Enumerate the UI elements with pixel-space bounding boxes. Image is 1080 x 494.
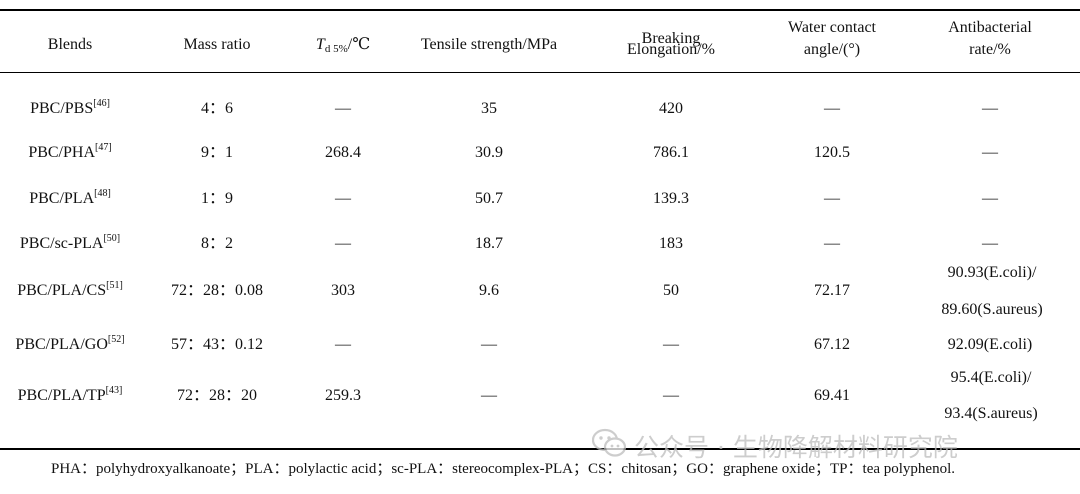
- blend-ref: [51]: [106, 280, 123, 291]
- tensile-cell: 50.7: [475, 190, 503, 207]
- antibacterial-cell: —: [982, 144, 998, 161]
- mass-ratio-cell: 4：6: [200, 100, 234, 117]
- td-cell: —: [335, 235, 351, 252]
- blend-ref: [48]: [94, 188, 111, 199]
- tensile-cell: 9.6: [479, 282, 499, 299]
- mass-ratio-cell: 72：28：20: [176, 387, 258, 404]
- antibacterial-cell: 93.4(S.aureus): [944, 405, 1038, 422]
- mass-ratio-cell: 9：1: [200, 144, 234, 161]
- table-row: PBC/PBS[46]: [30, 98, 110, 120]
- blend-ref: [47]: [95, 142, 112, 153]
- water-angle-cell: —: [824, 235, 840, 252]
- water-angle-cell: —: [824, 190, 840, 207]
- mass-ratio-cell: 1：9: [200, 190, 234, 207]
- td-cell: —: [335, 190, 351, 207]
- blend-ref: [52]: [107, 334, 125, 345]
- water-angle-cell: —: [824, 100, 840, 117]
- header-water-2: angle/(°): [803, 41, 861, 58]
- blend-name: PBC/PLA/GO: [15, 336, 108, 353]
- table-row: PBC/PHA[47]: [28, 142, 111, 164]
- blend-name: PBC/PLA: [29, 190, 95, 207]
- header-mass-ratio: Mass ratio: [183, 36, 251, 53]
- antibacterial-cell: —: [982, 235, 998, 252]
- blend-name: PBC/PBS: [30, 100, 94, 117]
- footnote: PHA：polyhydroxyalkanoate；PLA：polylactic …: [51, 461, 956, 477]
- blend-name: PBC/PHA: [28, 144, 96, 161]
- antibacterial-cell: 95.4(E.coli)/: [950, 369, 1032, 386]
- antibacterial-cell: 92.09(E.coli): [947, 336, 1033, 353]
- elongation-cell: 50: [663, 282, 679, 299]
- header-breaking-1: Breaking: [641, 30, 701, 47]
- water-angle-cell: 120.5: [814, 144, 850, 161]
- header-antibacterial-1: Antibacterial: [948, 19, 1032, 36]
- table-row: PBC/PLA/GO[52]: [15, 334, 124, 356]
- td-cell: 268.4: [325, 144, 361, 161]
- table-row: PBC/PLA[48]: [29, 188, 111, 210]
- table-row: PBC/sc-PLA[50]: [20, 233, 120, 255]
- header-td-symbol: T: [315, 36, 325, 53]
- header-td: Td 5%/℃: [316, 34, 370, 56]
- td-cell: 303: [331, 282, 355, 299]
- header-water-1: Water contact: [788, 19, 876, 36]
- table-header-rule: [0, 72, 1080, 73]
- blend-name: PBC/sc-PLA: [19, 235, 104, 252]
- watermark: 公众号 · 生物降解材料研究院: [591, 428, 958, 464]
- header-breaking-2: Elongation/%: [627, 41, 715, 58]
- water-angle-cell: 72.17: [814, 282, 850, 299]
- header-td-sub: d 5%: [324, 43, 348, 55]
- mass-ratio-cell: 8：2: [200, 235, 234, 252]
- water-angle-cell: 69.41: [814, 387, 850, 404]
- header-tensile: Tensile strength/MPa: [420, 36, 558, 53]
- mass-ratio-cell: 57：43：0.12: [170, 336, 264, 353]
- wechat-icon: [591, 428, 627, 464]
- antibacterial-cell: 90.93(E.coli)/: [947, 264, 1037, 281]
- water-angle-cell: 67.12: [814, 336, 850, 353]
- blend-ref: [50]: [103, 233, 121, 244]
- tensile-cell: 30.9: [475, 144, 503, 161]
- tensile-cell: —: [481, 336, 497, 353]
- mass-ratio-cell: 72：28：0.08: [170, 282, 264, 299]
- header-antibacterial-2: rate/%: [969, 41, 1011, 58]
- header-td-unit: /℃: [347, 36, 371, 53]
- table-bottom-rule: [0, 448, 1080, 450]
- table-row: PBC/PLA/TP[43]: [18, 385, 123, 407]
- table-row: PBC/PLA/CS[51]: [17, 280, 123, 302]
- blend-ref: [46]: [93, 98, 110, 109]
- td-cell: —: [335, 100, 351, 117]
- antibacterial-cell: —: [982, 190, 998, 207]
- elongation-cell: 420: [659, 100, 683, 117]
- elongation-cell: 183: [659, 235, 683, 252]
- tensile-cell: 35: [481, 100, 497, 117]
- blend-ref: [43]: [105, 385, 123, 396]
- elongation-cell: 139.3: [653, 190, 689, 207]
- blend-name: PBC/PLA/CS: [17, 282, 107, 299]
- td-cell: 259.3: [325, 387, 361, 404]
- elongation-cell: —: [663, 387, 679, 404]
- header-blends: Blends: [47, 36, 93, 53]
- tensile-cell: —: [481, 387, 497, 404]
- elongation-cell: 786.1: [653, 144, 689, 161]
- antibacterial-cell: —: [982, 100, 998, 117]
- elongation-cell: —: [663, 336, 679, 353]
- blend-name: PBC/PLA/TP: [17, 387, 106, 404]
- watermark-text: 公众号 · 生物降解材料研究院: [634, 433, 958, 462]
- antibacterial-cell: 89.60(S.aureus): [941, 301, 1043, 318]
- table-top-rule: [0, 9, 1080, 11]
- td-cell: —: [335, 336, 351, 353]
- tensile-cell: 18.7: [475, 235, 503, 252]
